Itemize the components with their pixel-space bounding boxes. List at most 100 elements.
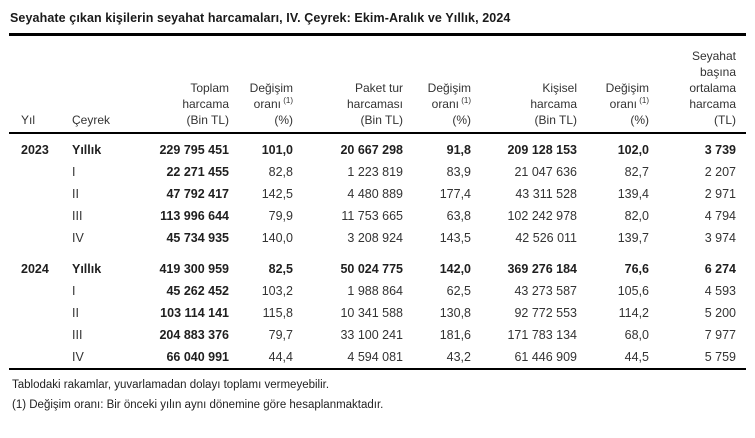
- value-cell-toplam-harcama: 22 271 455: [166, 165, 229, 179]
- value-cell-seyahat-basina-ortalama-harcama: 5 200: [704, 306, 736, 320]
- value-cell-toplam-harcama: 45 262 452: [166, 284, 229, 298]
- quarter-cell: Yıllık: [72, 262, 102, 276]
- section-spacer: [9, 249, 746, 258]
- year-cell: [9, 302, 59, 324]
- column-header-toplam-harcama: Toplam harcama (Bin TL): [115, 36, 231, 134]
- footnote-marker: (1): [459, 96, 471, 105]
- table-row-2024-Yıllık: 2024 Yıllık 419 300 959 82,5 50 024 775 142,0…: [9, 258, 746, 280]
- column-header-degisim-orani-paket: Değişim oranı (1) (%): [405, 36, 473, 134]
- value-cell-paket-tur-harcamasi: 20 667 298: [340, 143, 403, 157]
- value-cell-degisim-orani-kisisel: 82,0: [624, 209, 649, 223]
- value-cell-toplam-harcama: 113 996 644: [160, 209, 229, 223]
- footnote-change-rate-definition: (1) Değişim oranı: Bir önceki yılın aynı…: [12, 399, 384, 411]
- value-cell-seyahat-basina-ortalama-harcama: 3 739: [704, 143, 736, 157]
- footnote-rounding: Tablodaki rakamlar, yuvarlamadan dolayı …: [12, 379, 330, 391]
- table-row-2023-III: III 113 996 644 79,9 11 753 665 63,8 102 242 …: [9, 205, 746, 227]
- value-cell-degisim-orani-kisisel: 139,7: [617, 231, 649, 245]
- value-cell-degisim-orani-paket: 63,8: [446, 209, 471, 223]
- value-cell-degisim-orani-paket: 91,8: [446, 143, 471, 157]
- value-cell-degisim-orani-paket: 43,2: [446, 350, 471, 364]
- value-cell-paket-tur-harcamasi: 10 341 588: [340, 306, 403, 320]
- value-cell-degisim-orani-toplam: 103,2: [261, 284, 293, 298]
- value-cell-kisisel-harcama: 42 526 011: [515, 231, 577, 245]
- table-header: Yıl Çeyrek Toplam harcama (Bin TL) Değişim ora…: [9, 36, 746, 134]
- value-cell-kisisel-harcama: 102 242 978: [507, 209, 577, 223]
- quarter-cell: III: [72, 328, 83, 342]
- quarter-cell: Yıllık: [72, 143, 102, 157]
- quarter-cell: I: [72, 284, 76, 298]
- table-row-2024-II: II 103 114 141 115,8 10 341 588 130,8 92 772 …: [9, 302, 746, 324]
- footnote-marker: (1): [637, 96, 649, 105]
- value-cell-degisim-orani-kisisel: 139,4: [617, 187, 649, 201]
- value-cell-degisim-orani-kisisel: 68,0: [624, 328, 649, 342]
- value-cell-seyahat-basina-ortalama-harcama: 4 593: [704, 284, 736, 298]
- value-cell-degisim-orani-toplam: 82,5: [268, 262, 293, 276]
- value-cell-toplam-harcama: 419 300 959: [159, 262, 229, 276]
- value-cell-paket-tur-harcamasi: 1 223 819: [347, 165, 403, 179]
- value-cell-kisisel-harcama: 209 128 153: [507, 143, 577, 157]
- value-cell-seyahat-basina-ortalama-harcama: 7 977: [704, 328, 736, 342]
- table-body: 2023 Yıllık 229 795 451 101,0 20 667 298 91,8…: [9, 133, 746, 369]
- value-cell-seyahat-basina-ortalama-harcama: 2 207: [704, 165, 736, 179]
- value-cell-degisim-orani-toplam: 115,8: [262, 306, 293, 320]
- expenditure-table: Yıl Çeyrek Toplam harcama (Bin TL) Değişim ora…: [9, 36, 746, 370]
- column-header-paket-tur-harcamasi: Paket tur harcaması (Bin TL): [295, 36, 405, 134]
- value-cell-degisim-orani-kisisel: 105,6: [617, 284, 649, 298]
- value-cell-kisisel-harcama: 21 047 636: [514, 165, 577, 179]
- quarter-cell: II: [72, 187, 79, 201]
- value-cell-degisim-orani-kisisel: 82,7: [624, 165, 649, 179]
- value-cell-degisim-orani-paket: 62,5: [446, 284, 471, 298]
- value-cell-toplam-harcama: 229 795 451: [159, 143, 229, 157]
- quarter-cell: IV: [72, 350, 84, 364]
- value-cell-paket-tur-harcamasi: 33 100 241: [340, 328, 403, 342]
- year-cell: [9, 346, 59, 369]
- value-cell-seyahat-basina-ortalama-harcama: 3 974: [704, 231, 736, 245]
- section-spacer-cell: [9, 249, 746, 258]
- year-cell: [9, 161, 59, 183]
- value-cell-degisim-orani-kisisel: 44,5: [624, 350, 649, 364]
- value-cell-kisisel-harcama: 61 446 909: [514, 350, 577, 364]
- column-header-degisim-orani-kisisel: Değişim oranı (1) (%): [579, 36, 651, 134]
- quarter-cell: IV: [72, 231, 84, 245]
- value-cell-degisim-orani-toplam: 140,0: [261, 231, 293, 245]
- column-header-degisim-orani-toplam: Değişim oranı (1) (%): [231, 36, 295, 134]
- value-cell-toplam-harcama: 47 792 417: [166, 187, 229, 201]
- page-title: Seyahate çıkan kişilerin seyahat harcama…: [10, 11, 511, 25]
- column-header-kisisel-harcama: Kişisel harcama (Bin TL): [473, 36, 579, 134]
- table-row-2024-III: III 204 883 376 79,7 33 100 241 181,6 171 783…: [9, 324, 746, 346]
- table-row-2024-I: I 45 262 452 103,2 1 988 864 62,5 43 273 587 1…: [9, 280, 746, 302]
- value-cell-degisim-orani-paket: 130,8: [439, 306, 471, 320]
- value-cell-degisim-orani-toplam: 79,7: [268, 328, 293, 342]
- value-cell-kisisel-harcama: 43 273 587: [514, 284, 577, 298]
- value-cell-paket-tur-harcamasi: 11 753 665: [341, 209, 403, 223]
- table-row-2023-II: II 47 792 417 142,5 4 480 889 177,4 43 311 52…: [9, 183, 746, 205]
- table-header-row: Yıl Çeyrek Toplam harcama (Bin TL) Değişim ora…: [9, 36, 746, 134]
- column-header-seyahat-basina-ortalama-harcama: Seyahat başına ortalama harcama (TL): [651, 36, 746, 134]
- quarter-cell: II: [72, 306, 79, 320]
- value-cell-degisim-orani-toplam: 44,4: [268, 350, 293, 364]
- footnote-marker: (1): [281, 96, 293, 105]
- value-cell-degisim-orani-paket: 143,5: [439, 231, 471, 245]
- year-cell: [9, 183, 59, 205]
- value-cell-degisim-orani-toplam: 101,0: [261, 143, 293, 157]
- value-cell-toplam-harcama: 45 734 935: [166, 231, 229, 245]
- year-cell: 2023: [21, 143, 49, 157]
- value-cell-degisim-orani-paket: 181,6: [439, 328, 471, 342]
- value-cell-paket-tur-harcamasi: 4 594 081: [347, 350, 403, 364]
- quarter-cell: I: [72, 165, 76, 179]
- value-cell-degisim-orani-kisisel: 102,0: [617, 143, 649, 157]
- value-cell-kisisel-harcama: 92 772 553: [514, 306, 577, 320]
- year-cell: [9, 227, 59, 249]
- value-cell-paket-tur-harcamasi: 1 988 864: [347, 284, 403, 298]
- value-cell-degisim-orani-toplam: 79,9: [268, 209, 293, 223]
- value-cell-toplam-harcama: 103 114 141: [160, 306, 229, 320]
- table-row-2023-Yıllık: 2023 Yıllık 229 795 451 101,0 20 667 298 91,8…: [9, 133, 746, 161]
- value-cell-degisim-orani-kisisel: 76,6: [624, 262, 649, 276]
- value-cell-kisisel-harcama: 171 783 134: [507, 328, 577, 342]
- value-cell-degisim-orani-toplam: 142,5: [261, 187, 293, 201]
- value-cell-degisim-orani-toplam: 82,8: [268, 165, 293, 179]
- table-row-2023-IV: IV 45 734 935 140,0 3 208 924 143,5 42 526 01…: [9, 227, 746, 249]
- table-row-2023-I: I 22 271 455 82,8 1 223 819 83,9 21 047 636 82…: [9, 161, 746, 183]
- year-cell: [9, 324, 59, 346]
- value-cell-seyahat-basina-ortalama-harcama: 4 794: [704, 209, 736, 223]
